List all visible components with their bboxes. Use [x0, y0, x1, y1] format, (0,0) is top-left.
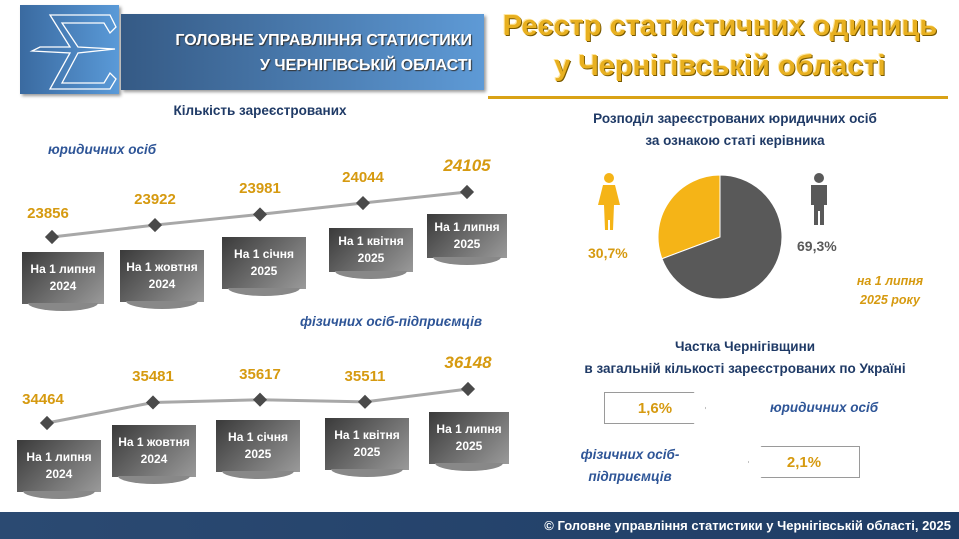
period-label-line: На 1 липня: [30, 262, 96, 276]
title-line1: Реєстр статистичних одиниць: [502, 10, 938, 42]
legal-entities-subtitle: юридичних осіб: [48, 142, 157, 157]
period-label-line: На 1 липня: [26, 450, 92, 464]
org-name-line1: ГОЛОВНЕ УПРАВЛІННЯ СТАТИСТИКИ: [175, 32, 472, 49]
data-label: 36148: [444, 353, 492, 372]
period-label-line: На 1 липня: [434, 220, 500, 234]
data-point: [39, 415, 55, 431]
data-label: 24044: [342, 169, 384, 187]
page-title: Реєстр статистичних одиниць у Чернігівсь…: [485, 6, 955, 86]
period-label: На 1 квітня 2025: [325, 418, 409, 477]
pie-date: на 1 липня 2025 року: [840, 272, 940, 310]
period-label-line: 2025: [250, 264, 278, 278]
fop-share-label: фізичних осіб- підприємців: [565, 444, 695, 488]
data-point: [460, 381, 476, 397]
title-underline: [488, 96, 948, 99]
pie-date-line2: 2025 року: [860, 293, 920, 307]
pie-heading-line1: Розподіл зареєстрованих юридичних осіб: [593, 111, 877, 126]
share-heading: Частка Чернігівщини в загальній кількост…: [540, 336, 950, 380]
pie-slice-male: [661, 174, 783, 300]
period-label-line: На 1 січня: [228, 430, 288, 444]
fop-subtitle: фізичних осіб-підприємців: [300, 314, 483, 329]
organization-banner: ГОЛОВНЕ УПРАВЛІННЯ СТАТИСТИКИ У ЧЕРНІГІВ…: [121, 14, 484, 90]
period-label: На 1 липня 2025: [427, 214, 507, 265]
period-label-line: На 1 липня: [436, 422, 502, 436]
period-label-line: 2025: [244, 447, 272, 461]
period-label-line: 2025: [455, 439, 483, 453]
period-label: На 1 січня 2025: [216, 420, 300, 479]
fop-share-label-line2: підприємців: [588, 469, 672, 484]
data-point: [357, 394, 373, 409]
period-label-line: 2025: [357, 251, 385, 265]
fop-share-value: 2,1%: [748, 446, 860, 478]
data-label: 23981: [239, 180, 281, 198]
org-name-line2: У ЧЕРНІГІВСЬКІЙ ОБЛАСТІ: [260, 57, 472, 74]
logo: [20, 5, 119, 94]
sigma-logo-icon: [29, 14, 117, 90]
period-label-line: 2024: [45, 467, 73, 481]
male-percent: 69,3%: [797, 238, 837, 254]
data-label: 24105: [443, 156, 491, 175]
title-line2: у Чернігівській області: [554, 50, 886, 82]
period-label: На 1 липня 2024: [17, 440, 101, 499]
pie-date-line1: на 1 липня: [856, 274, 924, 288]
period-label-line: На 1 жовтня: [126, 260, 198, 274]
footer: © Головне управління статистики у Черніг…: [0, 512, 959, 539]
data-point: [459, 184, 475, 200]
period-label-line: 2025: [453, 237, 481, 251]
pie-slice-female: [657, 174, 721, 260]
data-point: [44, 229, 60, 245]
data-label: 35481: [132, 368, 174, 386]
legal-share-label: юридичних осіб: [770, 400, 879, 415]
period-label: На 1 жовтня 2024: [112, 425, 196, 484]
period-label-line: 2025: [353, 445, 381, 459]
period-label-line: 2024: [148, 277, 176, 291]
period-label-line: На 1 жовтня: [118, 435, 190, 449]
left-heading: Кількість зареєстрованих: [173, 103, 347, 118]
female-percent: 30,7%: [588, 245, 628, 261]
share-heading-line2: в загальній кількості зареєстрованих по …: [584, 361, 906, 376]
period-label: На 1 січня 2025: [222, 237, 306, 296]
fop-share-label-line1: фізичних осіб-: [580, 447, 680, 462]
data-label: 35511: [344, 367, 386, 385]
period-label-line: На 1 січня: [234, 247, 294, 261]
pie-heading: Розподіл зареєстрованих юридичних осіб з…: [540, 108, 930, 152]
data-point: [145, 395, 161, 410]
period-label: На 1 жовтня 2024: [120, 250, 204, 309]
data-label: 35617: [239, 365, 281, 383]
pie-heading-line2: за ознакою статі керівника: [645, 133, 825, 148]
period-label: На 1 липня 2025: [429, 412, 509, 471]
data-point: [355, 195, 371, 211]
data-label: 23922: [134, 191, 176, 209]
data-point: [252, 207, 268, 222]
data-label: 34464: [22, 391, 64, 408]
period-label-line: На 1 квітня: [334, 428, 400, 442]
period-label-line: На 1 квітня: [338, 234, 404, 248]
share-heading-line1: Частка Чернігівщини: [674, 339, 816, 354]
data-point: [252, 392, 268, 407]
period-label-line: 2024: [49, 279, 77, 293]
period-label-line: 2024: [140, 452, 168, 466]
data-label: 23856: [27, 205, 69, 222]
period-label: На 1 квітня 2025: [329, 228, 413, 279]
legal-share-value: 1,6%: [604, 392, 706, 424]
period-label: На 1 липня 2024: [22, 252, 104, 311]
data-point: [147, 218, 163, 233]
